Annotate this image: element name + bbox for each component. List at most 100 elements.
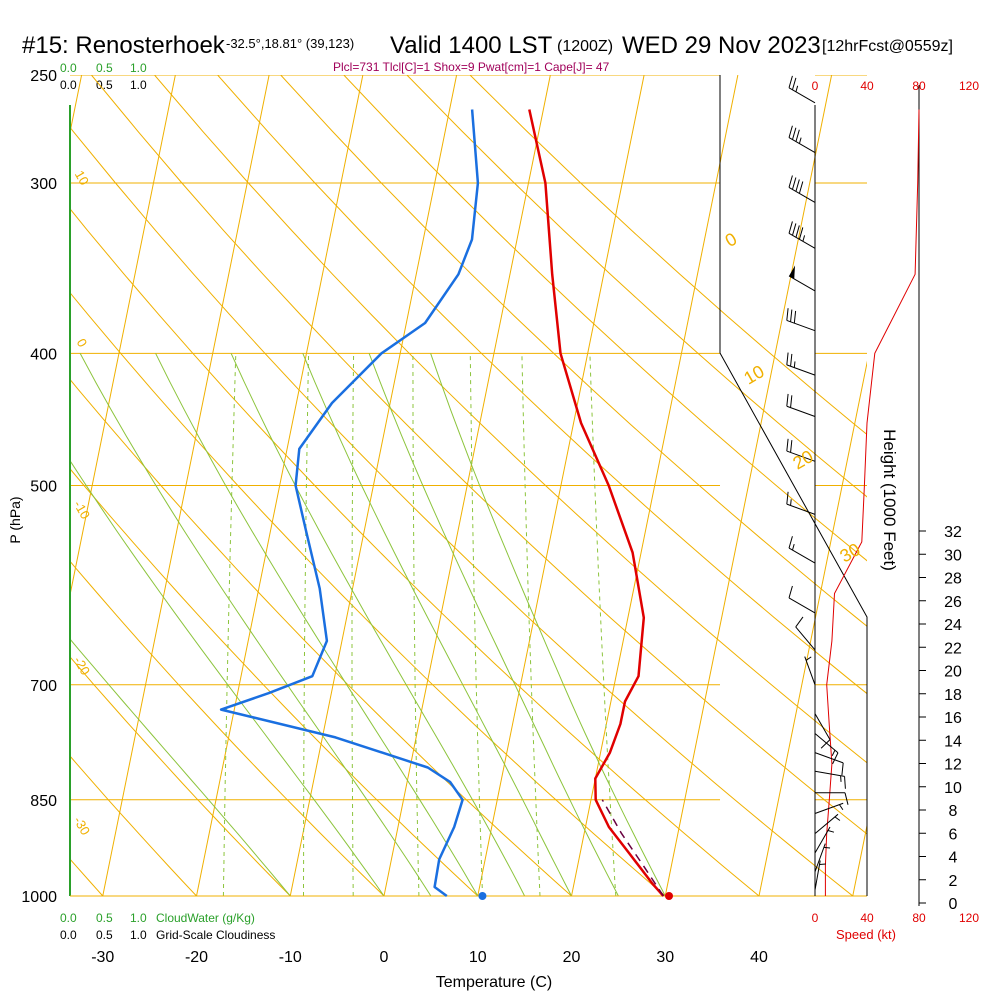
pressure-tick-label: 250: [30, 68, 57, 85]
mixing-ratio-label: 8: [473, 903, 487, 920]
wind-barb-staff: [814, 752, 844, 764]
height-tick-label: 32: [944, 524, 962, 541]
forecast-info: [12hrFcst@0559z]: [822, 38, 953, 55]
cloudiness-tick-bottom-1: 0.5: [96, 928, 113, 942]
moist-adiabat-line: [155, 353, 479, 896]
valid-time: Valid 1400 LST: [390, 32, 553, 59]
wind-barb-staff: [786, 364, 816, 376]
temperature-tick-label: 40: [750, 949, 768, 966]
moist-adiabat-label: 20: [789, 446, 816, 473]
moist-adiabat-label: 10: [740, 361, 767, 388]
cloudiness-tick-bottom-0: 0.0: [60, 928, 77, 942]
wind-barb: [814, 843, 831, 872]
dry-adiabat-label: 10: [72, 168, 92, 188]
wind-barb-flag: [788, 536, 793, 549]
speed-tick-top-3: 120: [959, 79, 979, 93]
wind-barb: [795, 616, 816, 651]
temperature-tick-label: 20: [563, 949, 581, 966]
wind-barb-staff: [814, 826, 831, 854]
isotherm-line: [70, 75, 176, 598]
temperature-tick-label: 10: [469, 949, 487, 966]
wind-barb-pennant: [789, 265, 796, 279]
cloudiness-tick-top-1: 0.5: [96, 78, 113, 92]
wind-barb-flag: [798, 227, 804, 240]
height-tick-label: 6: [949, 826, 958, 843]
dry-adiabat-label: -30: [71, 814, 93, 838]
wind-barb: [788, 265, 816, 292]
pressure-tick-label: 700: [30, 678, 57, 695]
wind-barb-staff: [795, 626, 816, 651]
isotherm-line: [289, 75, 458, 896]
wind-barb: [814, 802, 844, 814]
isotherm-line: [477, 75, 645, 896]
dry-adiabat-line: [343, 75, 867, 562]
wind-barb: [788, 175, 816, 203]
wind-barb: [786, 352, 816, 376]
stability-indices: Plcl=731 Tlcl[C]=1 Shox=9 Pwat[cm]=1 Cap…: [333, 60, 610, 74]
height-tick-label: 14: [944, 733, 962, 750]
station-title: #15: Renosterhoek: [22, 32, 226, 59]
speed-tick-bottom-0: 0: [812, 911, 819, 925]
cloudiness-tick-bottom-2: 1.0: [130, 928, 147, 942]
dry-adiabat-line: [0, 75, 9, 896]
wind-barb-flag: [788, 75, 793, 88]
mixing-ratio-line: [469, 353, 483, 896]
wind-barb-flag: [790, 309, 793, 322]
cloudwater-tick-top-0: 0.0: [60, 61, 77, 75]
cloudiness-tick-top-2: 1.0: [130, 78, 147, 92]
wind-barb-flag: [786, 491, 789, 505]
wind-barb-staff: [814, 843, 826, 872]
plot-frame: [69, 75, 920, 906]
wind-barb-flag: [790, 440, 793, 453]
wind-barb-flag: [795, 225, 800, 238]
wind-barb-staff: [788, 597, 816, 614]
surface-temperature-marker: [665, 892, 673, 900]
moist-adiabat-line: [230, 353, 526, 896]
isotherm-line: [383, 75, 551, 896]
wind-barb-staff: [788, 275, 816, 292]
cloudwater-tick-bottom-0: 0.0: [60, 911, 77, 925]
dry-adiabat-label: 0: [74, 336, 91, 350]
speed-label: Speed (kt): [836, 927, 896, 942]
wind-barb-half-flag: [831, 749, 836, 756]
pressure-tick-label: 850: [30, 793, 57, 810]
wind-barb-staff: [788, 87, 816, 104]
dry-adiabat-line: [91, 75, 867, 835]
wind-barb-staff: [786, 450, 816, 462]
height-tick-label: 8: [949, 803, 958, 820]
wind-barb-flag: [792, 77, 797, 90]
height-tick-label: 4: [949, 850, 958, 867]
wind-barb-flag: [792, 223, 797, 236]
surface-dewpoint-marker: [478, 892, 487, 900]
mixing-ratio-label: 20: [603, 901, 623, 921]
cloud-scale-bottom: 0.0 0.5 1.0 CloudWater (g/Kg) 0.0 0.5 1.…: [60, 911, 275, 942]
isotherm-line: [852, 823, 867, 896]
wind-barb-half-flag: [792, 544, 795, 551]
wind-barb: [814, 733, 839, 765]
pressure-tick-label: 1000: [21, 889, 57, 906]
mixing-ratio-line: [589, 353, 617, 896]
wind-barb-staff: [788, 137, 816, 154]
x-axis-label: Temperature (C): [436, 974, 552, 991]
height-tick-label: 22: [944, 640, 962, 657]
wind-barb-flag: [788, 125, 793, 138]
wind-barb: [788, 125, 816, 154]
speed-scale: 0 40 80 120 0 40 80 120 Speed (kt): [812, 79, 980, 942]
wind-barb: [786, 393, 816, 417]
height-tick-label: 28: [944, 571, 962, 588]
dry-adiabat-line: [70, 291, 666, 896]
wind-barb-flag: [790, 353, 793, 367]
height-tick-label: 16: [944, 710, 962, 727]
speed-tick-bottom-2: 80: [912, 911, 926, 925]
wind-barb: [814, 860, 826, 891]
wind-barb: [814, 813, 841, 834]
moist-adiabat-label: 0: [722, 229, 741, 251]
wind-barb-flag: [786, 393, 789, 407]
wind-barb-staff: [814, 813, 839, 834]
wind-barb-half-flag: [827, 830, 835, 833]
height-tick-label: 12: [944, 757, 962, 774]
height-tick-label: 20: [944, 664, 962, 681]
wind-barb-staff: [814, 713, 831, 740]
moist-adiabat-line: [79, 353, 432, 896]
